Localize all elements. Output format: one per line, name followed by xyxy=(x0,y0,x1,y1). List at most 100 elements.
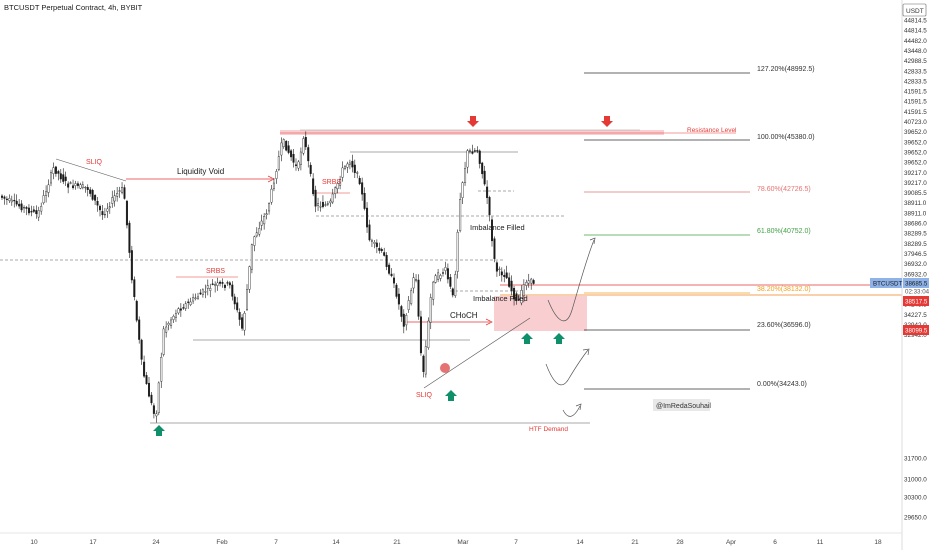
liquidity-void-label: Liquidity Void xyxy=(177,167,224,176)
candle xyxy=(162,325,165,357)
candle xyxy=(383,247,386,257)
candle xyxy=(459,192,462,233)
candle-body xyxy=(295,164,298,166)
candle-body xyxy=(91,190,94,200)
imbalance-filled-label-1: Imbalance Filled xyxy=(470,223,525,232)
candle xyxy=(37,206,40,222)
candle-body xyxy=(231,284,234,297)
candle-body xyxy=(125,200,128,226)
candle-body xyxy=(473,150,476,152)
candle xyxy=(503,269,506,283)
candle xyxy=(32,206,35,214)
candle-body xyxy=(223,284,226,288)
currency-badge-text: USDT xyxy=(906,8,924,15)
candle xyxy=(302,136,305,156)
candle-body xyxy=(54,166,57,174)
candle xyxy=(138,316,141,344)
candle xyxy=(309,162,312,177)
candle xyxy=(378,242,381,254)
time-axis-tick-label: 10 xyxy=(30,539,38,546)
candle-body xyxy=(270,188,273,203)
price-axis-tick-label: 41591.5 xyxy=(904,99,927,106)
candle-body xyxy=(233,296,236,305)
candle xyxy=(498,266,501,276)
candle xyxy=(292,149,295,168)
candle-body xyxy=(1,195,4,198)
sliq-label-1: SLIQ xyxy=(86,159,103,166)
candle-body xyxy=(454,274,457,297)
candle-body xyxy=(417,279,420,317)
candle xyxy=(25,205,28,216)
candle xyxy=(236,297,239,313)
candle xyxy=(91,188,94,201)
candle xyxy=(385,252,388,271)
candle xyxy=(184,301,187,311)
candle-body xyxy=(113,195,116,202)
time-axis[interactable]: 10 17 24 Feb 7 14 21 Mar 7 14 21 28 Apr 6 11 18 xyxy=(0,532,902,546)
candle xyxy=(204,284,207,299)
candle-body xyxy=(500,271,503,276)
candle-body xyxy=(495,262,498,272)
candle xyxy=(370,238,373,247)
projection-path-2 xyxy=(545,349,589,386)
candle-body xyxy=(378,247,381,251)
candle xyxy=(314,185,317,213)
candle xyxy=(216,277,219,291)
chart-title: BTCUSDT Perpetual Contract, 4h, BYBIT xyxy=(4,3,143,12)
candle xyxy=(165,321,168,338)
candle xyxy=(20,200,23,213)
candle-body xyxy=(32,209,35,212)
price-label-level: 38099.5 xyxy=(905,328,928,335)
candle-body xyxy=(50,172,53,184)
candle xyxy=(319,201,322,212)
price-label-box-current xyxy=(903,278,929,288)
candle xyxy=(152,403,155,419)
candle-body xyxy=(324,204,327,206)
candle xyxy=(395,283,398,299)
candle-body xyxy=(464,168,467,183)
price-label-level: 38517.5 xyxy=(905,299,928,306)
candle xyxy=(194,293,197,301)
candle-body xyxy=(177,308,180,314)
candle xyxy=(147,377,150,398)
candle xyxy=(285,140,288,152)
candle-body xyxy=(179,308,182,311)
candle-body xyxy=(503,275,506,277)
candle-body xyxy=(434,275,437,283)
currency-badge[interactable] xyxy=(902,3,927,17)
candle xyxy=(57,169,60,181)
candle xyxy=(201,288,204,298)
candle-body xyxy=(444,267,447,271)
candle xyxy=(424,340,427,378)
candle-body xyxy=(206,285,209,289)
projection-path-3 xyxy=(562,405,581,417)
resistance-down-arrow-2 xyxy=(601,116,613,127)
price-axis-tick-label: 36932.0 xyxy=(904,271,927,278)
candle xyxy=(415,274,418,283)
candle-body xyxy=(10,199,13,203)
candle-body xyxy=(486,186,489,198)
time-axis-tick-label: Apr xyxy=(726,539,737,546)
candle-body xyxy=(513,288,516,300)
candle-body xyxy=(471,151,474,154)
candle-body xyxy=(363,192,366,209)
candle xyxy=(451,287,454,298)
candle xyxy=(233,293,236,310)
price-axis[interactable]: USDT 44814.5 44814.5 44482.0 43448.0 42988.5… xyxy=(870,0,930,550)
candle-body xyxy=(468,150,471,152)
candle xyxy=(405,313,408,331)
candle xyxy=(466,149,469,174)
candle-body xyxy=(312,178,315,195)
candle-body xyxy=(255,232,258,237)
candle-body xyxy=(272,182,275,189)
candle xyxy=(226,280,229,286)
candle xyxy=(238,308,241,326)
candle-body xyxy=(461,182,464,198)
candle-body xyxy=(62,174,65,182)
candle xyxy=(277,150,280,172)
candle xyxy=(145,372,148,385)
candle xyxy=(189,297,192,307)
candle xyxy=(199,289,202,296)
candle-body xyxy=(437,272,440,280)
